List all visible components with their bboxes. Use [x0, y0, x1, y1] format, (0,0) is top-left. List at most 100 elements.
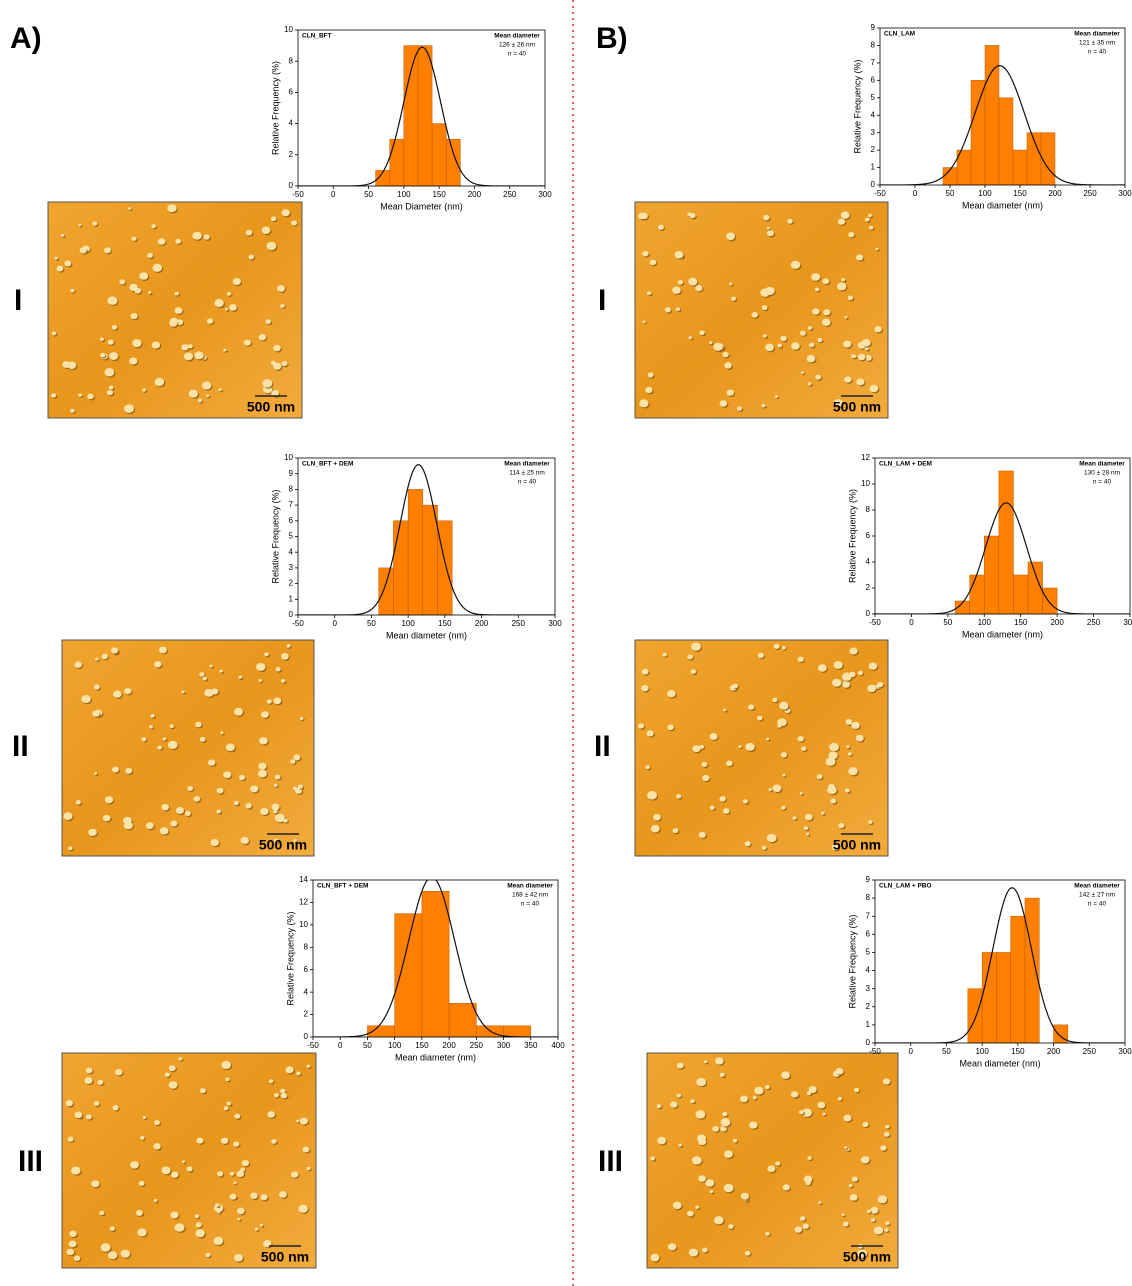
particle — [797, 656, 804, 662]
annotation: 130 ± 28 nm — [1084, 470, 1120, 477]
y-axis-label: Relative Frequency (%) — [847, 489, 857, 583]
particle — [761, 403, 766, 408]
particle — [650, 1156, 656, 1161]
particle — [805, 1180, 811, 1186]
particle — [123, 821, 133, 830]
particle — [800, 330, 806, 336]
particle — [754, 1086, 764, 1095]
afm-background — [646, 1052, 899, 1269]
afm-background — [61, 639, 315, 857]
particle — [240, 836, 249, 845]
plot-frame — [312, 879, 559, 1038]
particle — [757, 652, 765, 658]
x-tick-label: 50 — [367, 619, 376, 628]
particle — [719, 796, 726, 802]
annotation: Mean diameter — [1079, 461, 1125, 468]
particle — [790, 260, 801, 269]
particle — [731, 296, 736, 301]
y-tick-label: 8 — [866, 893, 871, 902]
chart-title: CLN_LAM — [884, 31, 915, 38]
particle — [672, 286, 681, 294]
particle — [167, 204, 177, 213]
particle — [842, 1221, 849, 1227]
x-tick-label: 200 — [1050, 618, 1064, 627]
particle — [131, 236, 137, 241]
particle — [846, 745, 850, 749]
particle — [199, 1088, 206, 1094]
particle — [299, 717, 304, 721]
annotation: n = 40 — [508, 51, 527, 58]
plot-frame — [297, 29, 546, 187]
bar — [970, 80, 986, 186]
particle — [152, 263, 163, 272]
particle — [699, 330, 705, 336]
particle — [196, 1137, 204, 1144]
particle — [149, 725, 153, 729]
particle — [85, 1114, 92, 1120]
particle — [742, 799, 748, 804]
particle — [257, 769, 267, 778]
particle — [153, 1143, 161, 1150]
x-tick-label: 200 — [468, 190, 482, 199]
particle — [782, 1184, 790, 1191]
x-tick-label: 50 — [942, 1047, 951, 1056]
row-label: I — [598, 284, 606, 317]
y-tick-label: 9 — [866, 875, 871, 884]
chart-title: CLN_BFT — [302, 33, 332, 40]
particle — [210, 838, 220, 847]
particle — [186, 1166, 193, 1172]
particle — [280, 1088, 286, 1094]
particle — [199, 736, 206, 742]
scale-bar-label: 500 nm — [261, 1249, 309, 1265]
particle — [761, 305, 768, 311]
particle — [667, 1243, 677, 1251]
particle — [699, 745, 704, 749]
particle — [869, 384, 879, 393]
particle — [216, 809, 222, 814]
particle — [223, 771, 232, 779]
particle — [97, 1079, 104, 1085]
bar — [998, 470, 1014, 615]
bar — [407, 489, 424, 616]
particle — [209, 664, 213, 668]
y-tick-label: 8 — [289, 485, 294, 494]
particle — [154, 1120, 160, 1126]
particle — [847, 752, 852, 756]
particle — [302, 1146, 310, 1153]
particle — [293, 754, 301, 761]
particle — [667, 724, 674, 731]
particle — [877, 1195, 888, 1204]
particle — [111, 766, 120, 773]
particle — [270, 216, 277, 222]
particle — [695, 285, 703, 292]
particle — [875, 247, 879, 251]
x-tick-label: 50 — [364, 190, 373, 199]
particle — [159, 646, 167, 654]
particle — [232, 278, 241, 286]
y-tick-label: 10 — [861, 479, 870, 488]
bar — [421, 890, 450, 1038]
particle — [161, 1166, 171, 1175]
particle — [861, 338, 871, 347]
particle — [812, 308, 820, 315]
x-tick-label: 100 — [975, 1047, 989, 1056]
particle — [279, 1191, 287, 1198]
particle — [218, 388, 222, 392]
particle — [867, 684, 877, 693]
particle — [722, 1111, 728, 1117]
particle — [168, 1065, 176, 1072]
particle — [178, 1057, 183, 1061]
particle — [169, 319, 178, 327]
particle — [866, 1209, 871, 1214]
particle — [181, 1160, 185, 1164]
particle — [159, 827, 169, 835]
particle — [868, 225, 874, 230]
x-tick-label: 0 — [332, 619, 337, 628]
bar — [437, 520, 453, 616]
particle — [856, 254, 864, 261]
particle — [195, 1222, 202, 1228]
particle — [69, 1230, 77, 1237]
particle — [847, 295, 854, 301]
particle — [266, 241, 277, 251]
particle — [271, 1139, 277, 1144]
